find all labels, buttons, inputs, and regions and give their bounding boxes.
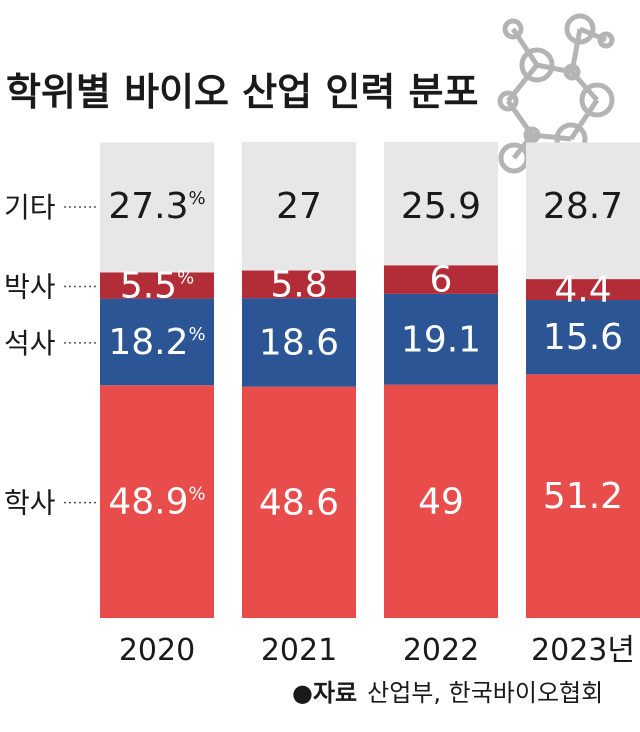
- data-label: 19.1: [401, 319, 481, 360]
- source-note: ●자료 산업부, 한국바이오협회: [292, 679, 603, 707]
- bar-segment: [242, 142, 356, 271]
- category-label: 2022: [403, 633, 479, 668]
- data-label: 51.2: [543, 476, 623, 517]
- source-bullet: ●: [292, 679, 313, 707]
- bars-layer: [100, 142, 640, 618]
- labels-layer: 48.9% 48.6 49 51.2 18.2% 18.6 19.1 15.6 5.5% 5.8 6…: [108, 186, 623, 523]
- category-labels: 2020 2021 2022 2023년: [119, 633, 635, 668]
- bar-segment: [384, 265, 498, 294]
- series-label: 석사: [4, 327, 98, 360]
- data-label: 48.6: [259, 482, 339, 523]
- data-label: 6: [430, 260, 453, 301]
- bar-segment: [100, 385, 214, 618]
- bar-segment: [100, 142, 214, 273]
- bar-segment: [526, 279, 640, 301]
- data-label: 27.3%: [108, 186, 205, 227]
- data-label: 15.6: [543, 317, 623, 358]
- bar-segment: [384, 142, 498, 266]
- data-label: 5.5%: [120, 266, 194, 307]
- data-label: 48.9%: [108, 482, 205, 523]
- bar-segment: [242, 270, 356, 299]
- series-label: 박사: [4, 271, 98, 304]
- bar-segment: [384, 384, 498, 618]
- data-label: 4.4: [554, 270, 611, 311]
- series-label-text: 기타: [4, 191, 56, 224]
- data-label: 28.7: [543, 186, 623, 227]
- bar-segment: [526, 300, 640, 375]
- data-label: 49: [418, 481, 464, 522]
- bar-segment: [100, 272, 214, 299]
- molecule-icon: [497, 13, 615, 174]
- bar-segment: [526, 142, 640, 280]
- series-label: 기타: [4, 191, 98, 224]
- bar-segment: [242, 386, 356, 618]
- bar-segment: [100, 298, 214, 386]
- series-label-text: 박사: [4, 271, 56, 304]
- bar-segment: [526, 374, 640, 618]
- bar-segment: [384, 293, 498, 385]
- source-text: 산업부, 한국바이오협회: [367, 679, 603, 707]
- category-label: 2023년: [531, 633, 635, 668]
- chart-title: 학위별 바이오 산업 인력 분포: [6, 70, 478, 114]
- category-label: 2020: [119, 633, 195, 668]
- series-label-text: 석사: [4, 327, 56, 360]
- data-label: 18.2%: [108, 322, 205, 363]
- series-label: 학사: [4, 487, 98, 520]
- series-labels: 학사 석사 박사 기타: [4, 191, 98, 520]
- data-label: 18.6: [259, 322, 339, 363]
- bar-segment: [242, 298, 356, 387]
- source-label: 자료: [313, 679, 357, 707]
- data-label: 27: [276, 186, 322, 227]
- data-label: 25.9: [401, 186, 481, 227]
- series-label-text: 학사: [4, 487, 56, 520]
- data-label: 5.8: [270, 264, 327, 305]
- category-label: 2021: [261, 633, 337, 668]
